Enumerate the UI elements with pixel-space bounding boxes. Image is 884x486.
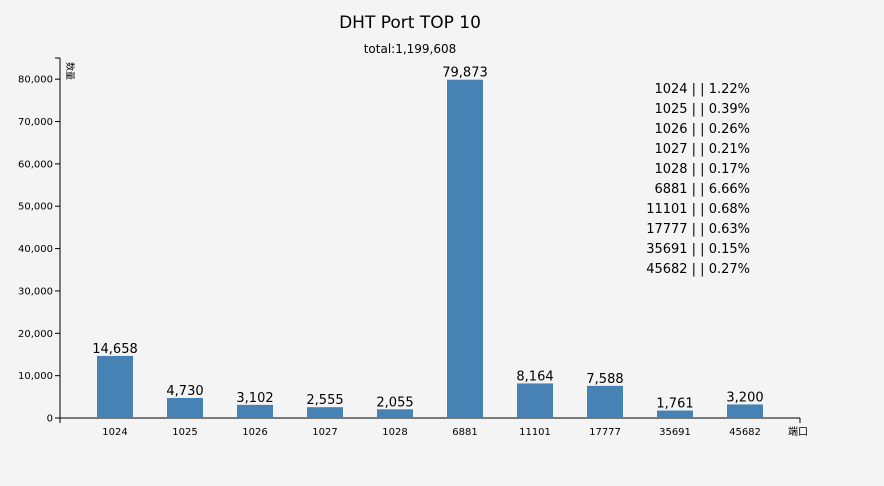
bar-value-label: 7,588 [586,372,623,387]
bar-value-label: 4,730 [166,384,203,399]
y-tick-label: 10,000 [18,371,53,382]
bar-6881 [447,79,483,418]
bar-value-label: 79,873 [442,66,488,81]
y-tick-label: 20,000 [18,329,53,340]
legend: 1024 | | 1.22% 1025 | | 0.39% 1026 | | 0.2… [646,82,750,277]
legend-item: 17777 | | 0.63% [646,222,750,237]
x-axis-label: 端口 [788,425,808,438]
chart-title: DHT Port TOP 10 [339,13,481,33]
bar-1027 [307,407,343,418]
bar-value-label: 2,555 [306,393,343,408]
x-tick-label: 1025 [172,427,197,438]
bar-value-label: 3,200 [726,390,763,405]
bar-35691 [657,410,693,418]
bar-1025 [167,397,203,418]
y-tick-label: 60,000 [18,159,53,170]
x-tick-label: 11101 [519,427,551,438]
legend-item: 1028 | | 0.17% [654,162,750,177]
x-tick-label: 1024 [102,427,127,438]
data-labels: 14,658 4,730 3,102 2,555 2,055 79,873 8,164 7,5… [92,66,763,412]
y-tick-label: 70,000 [18,117,53,128]
bar-value-label: 1,761 [656,397,693,412]
x-tick-label: 6881 [452,427,477,438]
x-tick-label: 45682 [729,427,761,438]
bar-1024 [97,355,133,418]
bar-value-label: 14,658 [92,342,138,357]
y-tick-label: 0 [47,414,53,425]
y-tick-label: 40,000 [18,244,53,255]
legend-item: 35691 | | 0.15% [646,242,750,257]
legend-item: 1027 | | 0.21% [654,142,750,157]
bar-1026 [237,404,273,418]
bar-value-label: 8,164 [516,369,553,384]
bar-17777 [587,385,623,418]
legend-item: 1024 | | 1.22% [654,82,750,97]
bars [97,79,763,418]
chart-subtitle: total:1,199,608 [364,42,457,56]
bar-value-label: 3,102 [236,391,273,406]
legend-item: 45682 | | 0.27% [646,262,750,277]
legend-item: 6881 | | 6.66% [654,182,750,197]
legend-item: 1025 | | 0.39% [654,102,750,117]
x-tick-label: 1026 [242,427,267,438]
x-tick-label: 17777 [589,427,621,438]
x-tick-label: 1027 [312,427,337,438]
x-tick-label: 35691 [659,427,691,438]
bar-value-label: 2,055 [376,395,413,410]
bar-45682 [727,404,763,418]
legend-item: 1026 | | 0.26% [654,122,750,137]
legend-item: 11101 | | 0.68% [646,202,750,217]
y-tick-label: 50,000 [18,202,53,213]
y-tick-label: 30,000 [18,286,53,297]
x-tick-label: 1028 [382,427,407,438]
y-tick-label: 80,000 [18,75,53,86]
bar-1028 [377,409,413,418]
y-axis-label: 数量 [64,62,76,80]
bar-11101 [517,383,553,418]
